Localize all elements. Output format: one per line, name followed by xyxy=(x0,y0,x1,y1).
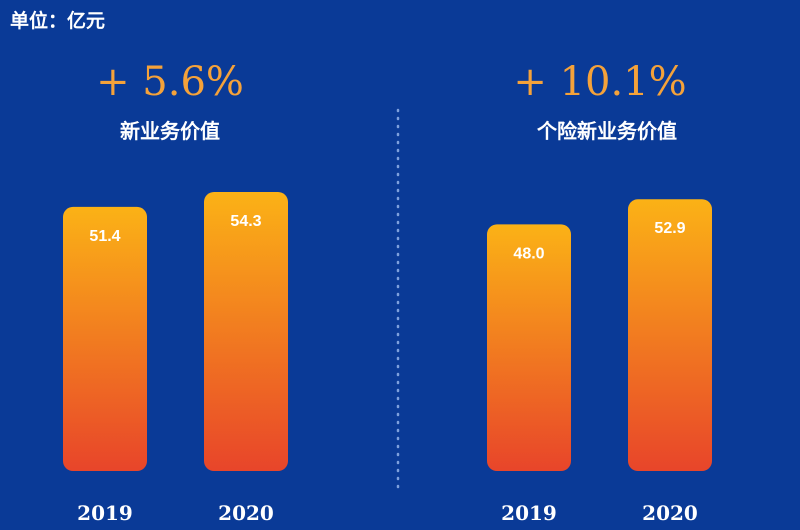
chart-title: 个险新业务价值 xyxy=(536,119,677,143)
bar-value-label: 54.3 xyxy=(230,213,261,230)
growth-label: + 5.6% xyxy=(96,59,244,105)
x-tick-label: 2020 xyxy=(642,501,698,525)
bar xyxy=(628,199,712,472)
bar-value-label: 48.0 xyxy=(513,245,544,262)
bar xyxy=(487,224,571,471)
bar xyxy=(63,206,147,471)
chart-title: 新业务价值 xyxy=(120,119,220,143)
bar-value-label: 51.4 xyxy=(89,228,120,245)
growth-label: + 10.1% xyxy=(513,59,686,105)
bar xyxy=(204,192,288,471)
unit-label: 单位：亿元 xyxy=(10,10,106,32)
x-tick-label: 2019 xyxy=(501,501,557,525)
x-tick-label: 2019 xyxy=(77,501,133,525)
bar-value-label: 52.9 xyxy=(654,220,685,237)
x-tick-label: 2020 xyxy=(218,501,274,525)
